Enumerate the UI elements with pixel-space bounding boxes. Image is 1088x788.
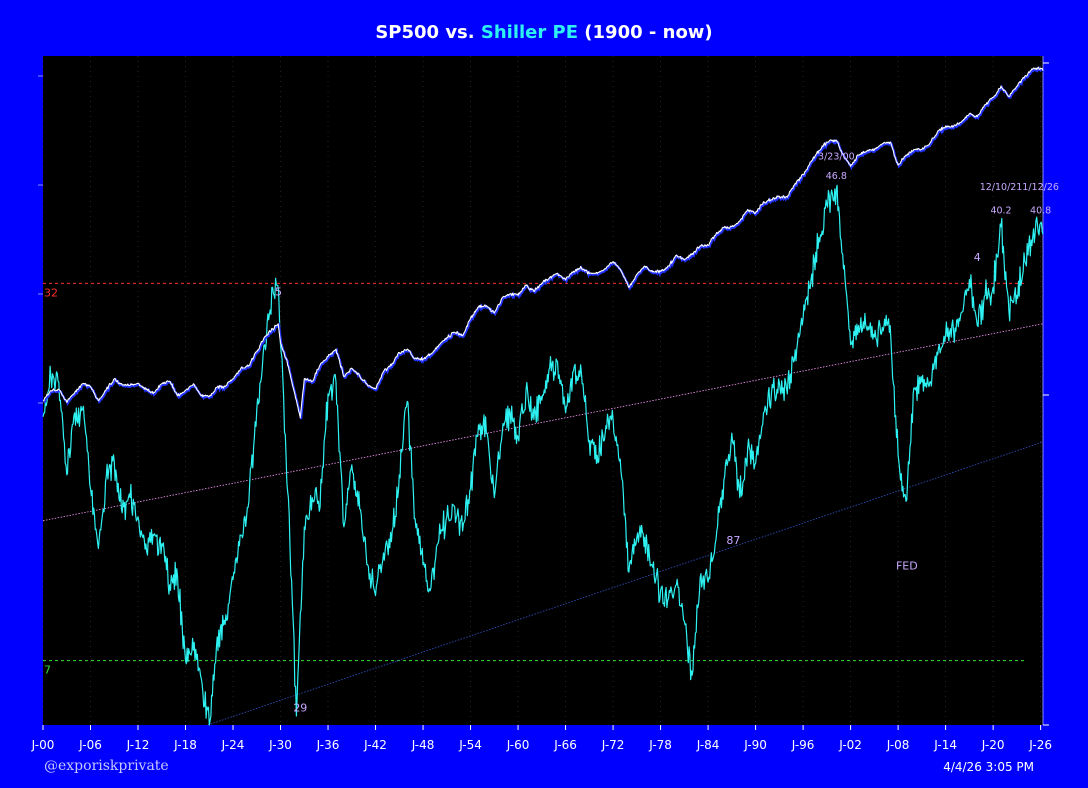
title-prefix: SP500 vs. [375,22,481,43]
x-tick-label: J-36 [316,738,340,752]
x-tick-label: J-54 [458,738,482,752]
watermark: @exporiskprivate [44,758,169,774]
x-tick-label: J-72 [601,738,625,752]
chart-title: SP500 vs. Shiller PE (1900 - now) [0,22,1088,43]
right-axis [1042,56,1049,726]
x-tick-label: J-66 [553,738,577,752]
series-sp500-shadow [43,65,1045,420]
x-tick-label: J-84 [696,738,720,752]
annotation-label: 87 [726,534,740,547]
annotation-label: 40.2 [990,206,1011,217]
title-highlight: Shiller PE [480,22,579,43]
annotation-label: 40.8 [1030,206,1051,217]
left-axis-ticks [38,75,43,404]
x-tick-label: J-30 [268,738,292,752]
annotation-label: 3/23/00 [818,152,855,163]
trend-lines [42,323,1044,726]
x-tick-label: J-12 [126,738,150,752]
x-tick-label: J-18 [173,738,197,752]
x-tick-label: J-14 [933,738,957,752]
plot-area [43,56,1043,725]
x-tick-label: J-78 [648,738,672,752]
series-sp500 [42,66,1044,419]
reference-line-label: 32 [44,286,58,299]
x-tick-label: J-26 [1028,738,1052,752]
annotation-label: 29 [293,702,307,715]
x-tick-label: J-02 [838,738,862,752]
x-tick-label: J-42 [363,738,387,752]
annotation-label: 5 [275,285,282,298]
annotations: 5 29 87 3/23/00 46.8 FED 4 12/10/21 40.2 1/12/26 4… [275,152,1059,715]
annotation-label: 4 [974,251,981,264]
title-suffix: (1900 - now) [578,22,713,43]
x-tick-label: J-60 [506,738,530,752]
annotation-label: 46.8 [826,171,847,182]
series-lines [42,65,1045,726]
x-tick-label: J-90 [743,738,767,752]
x-tick-label: J-24 [221,738,245,752]
x-tick-label: J-20 [981,738,1005,752]
reference-line-label: 7 [44,664,51,677]
timestamp: 4/4/26 3:05 PM [943,760,1034,774]
x-tick-label: J-48 [411,738,435,752]
annotation-label: FED [896,560,918,573]
annotation-label: 12/10/21 [980,182,1023,193]
reference-lines: 32 7 [43,282,1025,677]
x-tick-label: J-06 [78,738,102,752]
x-tick-label: J-08 [886,738,910,752]
annotation-label: 1/12/26 [1022,182,1059,193]
series-shiller-pe [42,184,1044,726]
x-tick-label: J-96 [791,738,815,752]
x-axis-ticks: J-00 J-06 J-12 J-18 J-24 J-30 J-36 J-42 J-48 J-54… [31,725,1052,752]
x-tick-label: J-00 [31,738,55,752]
trend-line [42,323,1044,522]
